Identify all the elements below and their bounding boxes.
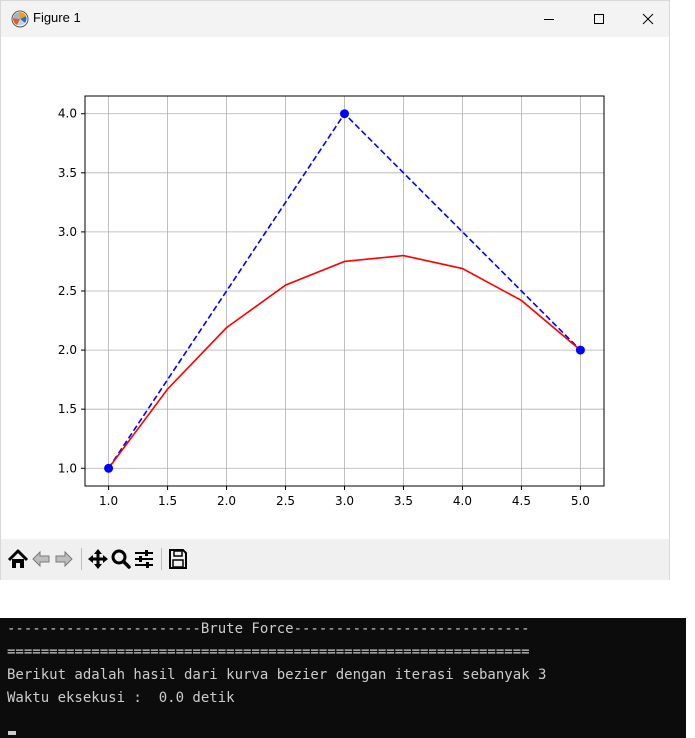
series-line-1	[107, 254, 581, 469]
close-button[interactable]	[625, 1, 671, 37]
zoom-button[interactable]	[110, 547, 132, 571]
forward-button[interactable]	[53, 547, 75, 571]
data-point	[340, 109, 349, 119]
configure-subplots-icon	[135, 550, 153, 568]
y-tick-label: 3.0	[58, 225, 77, 239]
maximize-icon	[594, 14, 604, 24]
y-tick-label: 1.0	[58, 461, 77, 475]
y-tick-label: 2.0	[58, 343, 77, 357]
y-tick-label: 1.5	[58, 402, 77, 416]
title-bar[interactable]: Figure 1	[1, 1, 669, 37]
back-button[interactable]	[30, 547, 52, 571]
x-tick-label: 4.5	[512, 494, 531, 508]
configure-subplots-button[interactable]	[133, 547, 155, 571]
plot-area[interactable]: 1.0 1.5 2.0 2.5 3.0 3.5 4.0 4.5 5.0 1.0 1.5 2.0 2.5 3…	[1, 37, 669, 539]
x-tick-label: 4.0	[453, 494, 472, 508]
figure-canvas[interactable]: 1.0 1.5 2.0 2.5 3.0 3.5 4.0 4.5 5.0 1.0 1.5 2.0 2.5 3…	[1, 37, 669, 539]
x-tick-label: 1.5	[158, 494, 177, 508]
terminal-line: ========================================…	[7, 644, 530, 660]
y-tick-label: 4.0	[58, 107, 77, 121]
zoom-icon	[111, 549, 131, 569]
maximize-button[interactable]	[576, 1, 622, 37]
figure-window: Figure 1 1.0 1.5 2.0 2.5 3.0 3.5 4.0 4.5 5.0 1.0 1…	[0, 0, 670, 580]
x-tick-label: 2.5	[276, 494, 295, 508]
x-tick-label: 3.0	[335, 494, 354, 508]
terminal-cursor	[8, 731, 16, 735]
home-icon	[7, 549, 29, 568]
toolbar-separator	[81, 548, 82, 570]
data-point	[104, 463, 114, 473]
x-tick-label: 1.0	[99, 494, 118, 508]
matplotlib-logo-icon	[11, 10, 29, 28]
forward-icon	[55, 550, 73, 568]
x-tick-label: 5.0	[571, 494, 590, 508]
y-tick-label: 3.5	[58, 166, 77, 180]
data-point	[575, 345, 585, 355]
minimize-icon	[544, 19, 554, 20]
save-button[interactable]	[167, 547, 189, 571]
toolbar-separator	[161, 548, 162, 570]
navigation-toolbar	[1, 539, 669, 580]
pan-icon	[88, 549, 108, 569]
pan-button[interactable]	[87, 547, 109, 571]
save-icon	[169, 549, 187, 569]
close-icon	[642, 13, 654, 25]
window-title: Figure 1	[33, 10, 81, 25]
terminal-line: -----------------------Brute Force------…	[7, 621, 530, 637]
back-icon	[32, 550, 50, 568]
x-tick-label: 3.5	[394, 494, 413, 508]
minimize-button[interactable]	[526, 1, 572, 37]
terminal-line: Berikut adalah hasil dari kurva bezier d…	[7, 667, 547, 683]
home-button[interactable]	[7, 547, 29, 571]
terminal-output: -----------------------Brute Force------…	[0, 618, 686, 738]
terminal-line: Waktu eksekusi : 0.0 detik	[7, 690, 235, 706]
x-tick-label: 2.0	[217, 494, 236, 508]
y-tick-label: 2.5	[58, 284, 77, 298]
